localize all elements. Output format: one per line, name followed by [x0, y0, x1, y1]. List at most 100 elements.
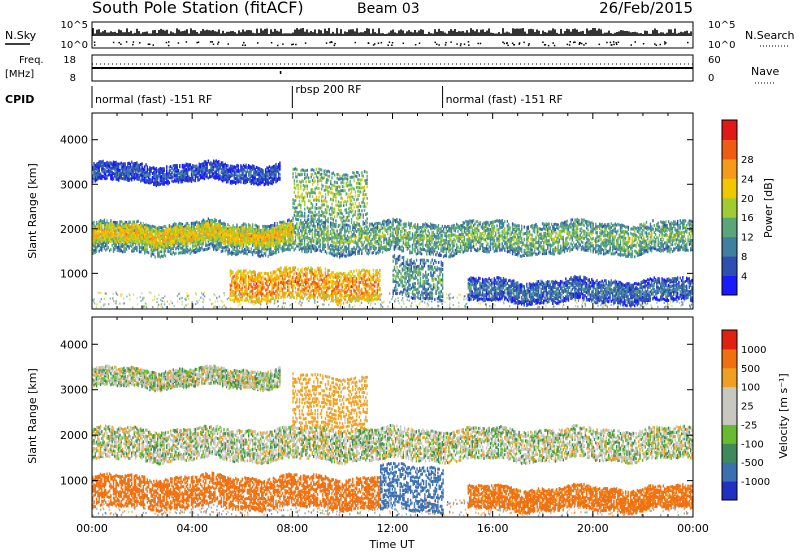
heatmap-cell — [523, 250, 525, 254]
heatmap-cell — [298, 245, 301, 249]
heatmap-cell — [254, 247, 256, 251]
heatmap-cell — [452, 249, 454, 253]
heatmap-cell — [271, 250, 273, 254]
heatmap-cell — [515, 226, 518, 230]
heatmap-cell — [409, 249, 411, 253]
heatmap-cell — [281, 305, 284, 308]
heatmap-cell — [621, 228, 623, 232]
heatmap-cell — [397, 299, 399, 302]
heatmap-cell — [513, 249, 515, 253]
heatmap-cell — [178, 293, 180, 296]
heatmap-cell — [406, 295, 409, 298]
heatmap-cell — [615, 246, 618, 250]
heatmap-cell — [465, 227, 467, 231]
heatmap-cell — [669, 301, 672, 304]
heatmap-cell — [575, 236, 577, 240]
heatmap-cell — [606, 230, 609, 234]
heatmap-cell — [509, 239, 511, 243]
heatmap-cell — [277, 305, 279, 308]
heatmap-cell — [465, 297, 467, 300]
heatmap-cell — [267, 240, 269, 244]
heatmap-cell — [155, 247, 158, 251]
heatmap-cell — [456, 226, 458, 230]
heatmap-cell — [272, 250, 275, 254]
heatmap-cell — [610, 226, 613, 230]
heatmap-cell — [94, 240, 96, 244]
heatmap-cell — [341, 227, 343, 231]
heatmap-cell — [298, 232, 301, 236]
heatmap-cell — [406, 241, 408, 245]
heatmap-cell — [307, 241, 310, 245]
freq-panel: Freq. [MHz] 18 8 60 0 Nave — [5, 54, 779, 84]
heatmap-cell — [133, 228, 135, 232]
heatmap-cell — [638, 249, 640, 253]
heatmap-cell — [531, 236, 533, 240]
heatmap-cell — [576, 237, 579, 241]
heatmap-cell — [518, 224, 520, 228]
heatmap-cell — [370, 242, 372, 246]
heatmap-cell — [98, 220, 100, 224]
heatmap-cell — [322, 242, 324, 246]
heatmap-cell — [466, 245, 468, 249]
heatmap-cell — [554, 299, 556, 302]
heatmap-cell — [102, 236, 104, 240]
heatmap-cell — [448, 229, 450, 233]
heatmap-cell — [417, 249, 419, 253]
heatmap-cell — [537, 239, 540, 243]
heatmap-cell — [627, 225, 629, 229]
heatmap-cell — [250, 236, 252, 240]
heatmap-cell — [331, 252, 333, 256]
heatmap-cell — [95, 249, 98, 253]
heatmap-cell — [640, 304, 642, 307]
heatmap-cell — [370, 228, 372, 232]
nsearch-dot — [227, 43, 229, 45]
heatmap-cell — [175, 222, 177, 226]
heatmap-cell — [521, 224, 523, 228]
heatmap-cell — [566, 247, 568, 251]
heatmap-cell — [497, 219, 499, 223]
heatmap-cell — [374, 245, 376, 249]
heatmap-cell — [605, 242, 607, 246]
nsearch-dot — [630, 44, 633, 46]
heatmap-cell — [307, 243, 310, 247]
heatmap-cell — [586, 233, 588, 237]
heatmap-cell — [469, 237, 471, 241]
heatmap-cell — [599, 222, 601, 226]
heatmap-cell — [245, 223, 247, 227]
heatmap-cell — [501, 242, 503, 246]
heatmap-cell — [268, 225, 271, 229]
heatmap-cell — [132, 249, 134, 253]
heatmap-cell — [387, 220, 389, 224]
heatmap-cell — [315, 242, 317, 246]
heatmap-cell — [600, 250, 602, 254]
heatmap-cell — [309, 244, 311, 248]
heatmap-cell — [617, 245, 619, 249]
heatmap-cell — [351, 306, 354, 309]
heatmap-cell — [630, 255, 632, 259]
heatmap-cell — [336, 251, 338, 255]
heatmap-cell — [612, 233, 614, 237]
heatmap-cell — [420, 229, 423, 233]
heatmap-cell — [605, 244, 607, 248]
heatmap-cell — [450, 229, 453, 233]
heatmap-cell — [118, 242, 120, 246]
heatmap-cell — [511, 236, 514, 240]
heatmap-cell — [159, 226, 161, 230]
heatmap-cell — [92, 221, 94, 225]
heatmap-cell — [302, 236, 304, 240]
heatmap-cell — [614, 222, 616, 226]
heatmap-cell — [385, 223, 388, 227]
heatmap-cell — [198, 245, 200, 249]
heatmap-cell — [339, 241, 341, 245]
heatmap-cell — [301, 225, 303, 229]
heatmap-cell — [428, 300, 430, 303]
heatmap-cell — [199, 246, 202, 250]
heatmap-cell — [413, 247, 415, 251]
heatmap-cell — [104, 292, 106, 295]
heatmap-cell — [427, 304, 430, 307]
heatmap-cell — [122, 297, 125, 300]
heatmap-cell — [506, 229, 509, 233]
heatmap-cell — [366, 225, 368, 229]
heatmap-cell — [176, 294, 179, 297]
heatmap-cell — [452, 244, 454, 248]
